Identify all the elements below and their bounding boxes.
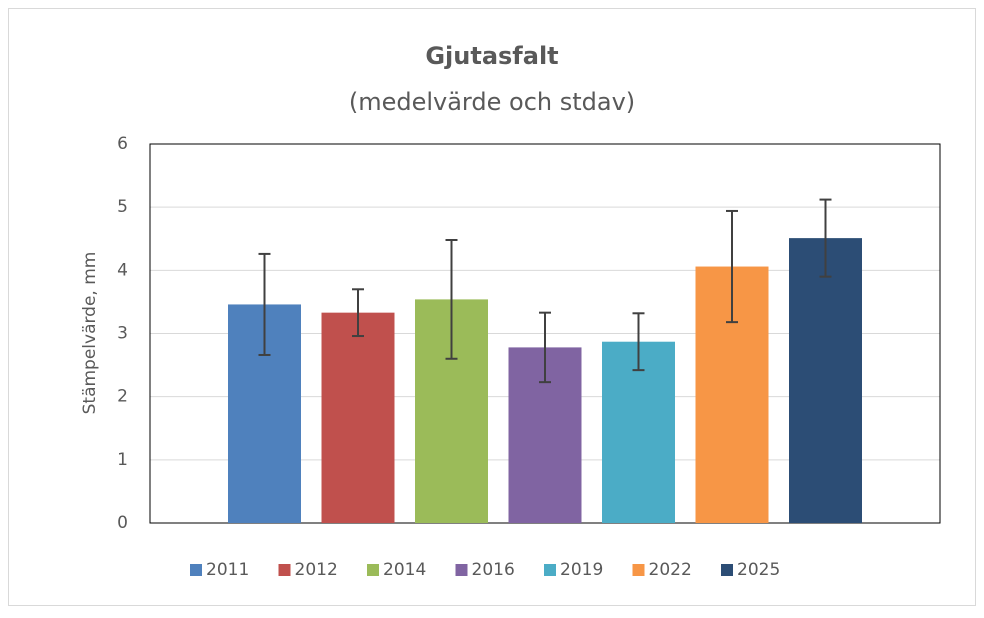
chart-subtitle: (medelvärde och stdav)	[349, 88, 635, 116]
error-bar	[352, 288, 364, 338]
y-tick-label: 0	[117, 513, 128, 533]
y-tick-label: 6	[117, 134, 128, 154]
legend-swatch	[278, 564, 291, 576]
error-bar	[819, 198, 832, 278]
bar	[789, 238, 862, 523]
y-tick-label: 2	[117, 387, 128, 407]
y-axis-label: Stämpelvärde, mm	[80, 252, 100, 415]
error-bar	[445, 239, 458, 360]
legend-label: 2022	[649, 560, 692, 580]
error-bar	[632, 312, 645, 372]
error-bar	[539, 311, 551, 384]
legend-swatch	[455, 564, 468, 576]
legend-label: 2019	[560, 560, 603, 580]
error-bar	[726, 209, 738, 324]
legend-swatch	[367, 564, 379, 576]
legend-label: 2011	[206, 560, 249, 580]
legend-swatch	[544, 564, 556, 576]
bar	[321, 312, 395, 523]
legend-label: 2014	[383, 560, 426, 580]
bar	[602, 341, 675, 523]
chart-title: Gjutasfalt	[425, 42, 558, 70]
y-tick-label: 4	[117, 260, 128, 280]
y-tick-label: 1	[117, 450, 128, 470]
error-bar	[258, 252, 271, 356]
legend-swatch	[721, 564, 733, 576]
legend-swatch	[190, 564, 202, 576]
legend-label: 2016	[472, 560, 515, 580]
y-tick-label: 3	[117, 324, 128, 344]
legend-label: 2025	[737, 560, 780, 580]
legend-swatch	[632, 564, 645, 576]
legend-label: 2012	[295, 560, 338, 580]
y-tick-label: 5	[117, 197, 128, 217]
